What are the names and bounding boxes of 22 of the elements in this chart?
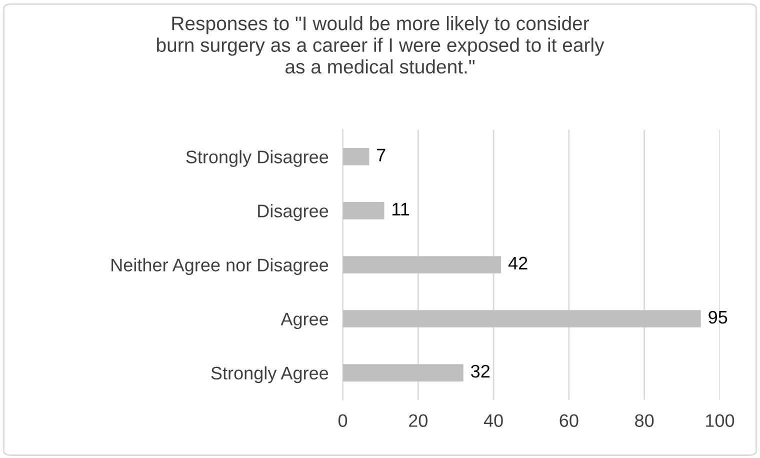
y-tick-label: Neither Agree nor Disagree xyxy=(112,258,328,276)
x-tick-label: 80 xyxy=(635,414,654,427)
x-tick-label: 20 xyxy=(409,414,428,427)
bar xyxy=(342,202,384,220)
x-tick-label: 100 xyxy=(706,414,734,427)
x-tick-label: 0 xyxy=(338,414,348,427)
data-label: 42 xyxy=(508,256,528,270)
data-label: 95 xyxy=(708,310,728,324)
y-tick-label: Agree xyxy=(280,312,328,330)
y-tick-label: Strongly Agree xyxy=(211,366,328,384)
bar xyxy=(342,310,701,328)
y-tick-label: Strongly Disagree xyxy=(186,150,328,167)
bar xyxy=(342,364,464,382)
data-label: 11 xyxy=(392,202,410,216)
chart-title: Responses to "I would be more likely to consider burn surgery as a career if I were exposed to it early as a medical student." xyxy=(157,16,604,74)
bar xyxy=(342,148,370,166)
x-tick-label: 40 xyxy=(484,414,503,427)
data-label: 32 xyxy=(471,364,490,378)
y-tick-label: Disagree xyxy=(258,204,328,221)
data-label: 7 xyxy=(377,148,386,162)
bar xyxy=(342,256,502,274)
x-tick-label: 60 xyxy=(560,414,578,427)
